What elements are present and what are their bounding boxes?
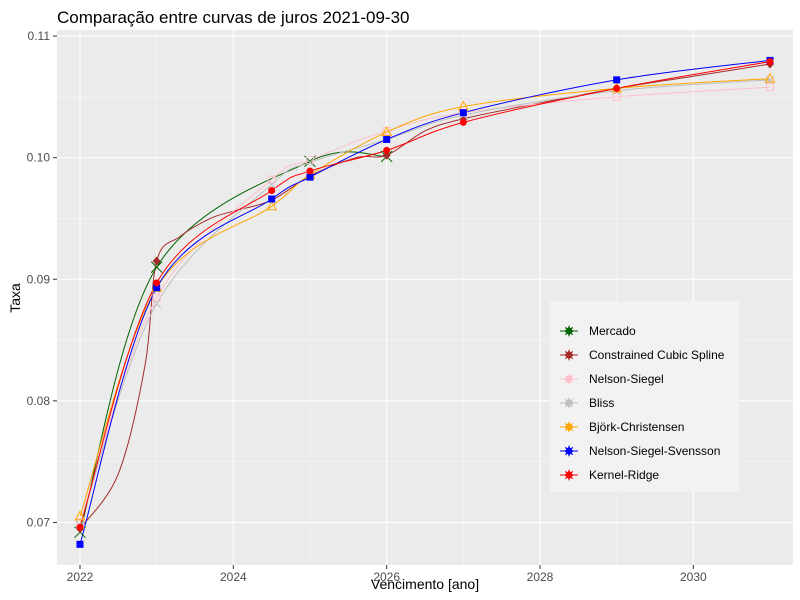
x-tick-label: 2022: [67, 570, 94, 584]
x-tick-label: 2024: [220, 570, 247, 584]
y-tick-label: 0.08: [27, 394, 51, 408]
data-point-nelson-siegel: [306, 156, 314, 165]
data-point-kernel-ridge: [268, 187, 276, 194]
data-point-kernel-ridge: [459, 118, 467, 126]
data-point-kernel-ridge: [613, 84, 621, 92]
data-point-nelson-siegel-svensson: [459, 109, 467, 117]
legend-label: Nelson-Siegel: [589, 372, 664, 386]
x-tick-label: 2028: [527, 570, 554, 584]
legend-key-marker: [563, 397, 575, 409]
y-axis: 0.07 0.08 0.09 0.10 0.11: [27, 29, 57, 529]
legend-item-bj-rk-christensen: Björk-Christensen: [559, 417, 684, 437]
data-point-bj-rk-christensen: [74, 510, 86, 521]
series-line-nelson-siegel: [79, 86, 771, 523]
y-tick-label: 0.11: [28, 29, 51, 43]
legend-label: Bliss: [589, 396, 614, 410]
data-point-nelson-siegel: [152, 293, 161, 302]
series-points: [74, 56, 776, 548]
legend-key-marker: [563, 445, 575, 457]
data-point-bliss: [267, 180, 277, 189]
y-tick-label: 0.10: [27, 151, 51, 165]
legend-box: [550, 301, 739, 492]
data-point-kernel-ridge: [383, 146, 391, 154]
legend-key-marker: [563, 373, 575, 385]
data-point-bj-rk-christensen: [266, 200, 278, 211]
legend-key-marker: [563, 469, 575, 481]
legend-key-marker: [563, 421, 575, 433]
legend-key-marker: [563, 349, 575, 361]
x-axis-label: Vencimento [ano]: [371, 576, 479, 592]
data-point-nelson-siegel: [267, 175, 276, 184]
legend-label: Kernel-Ridge: [589, 468, 659, 482]
x-tick-label: 2026: [373, 570, 400, 584]
chart-title: Comparação entre curvas de juros 2021-09…: [57, 8, 409, 27]
legend-item-nelson-siegel: Nelson-Siegel: [559, 369, 664, 389]
y-tick-label: 0.09: [27, 272, 51, 286]
data-point-bliss: [305, 158, 315, 167]
data-point-nelson-siegel: [766, 83, 774, 92]
y-tick-label: 0.07: [27, 515, 51, 529]
legend-label: Björk-Christensen: [589, 420, 684, 434]
legend: Mercado Constrained Cubic Spline Nelson-Si…: [550, 301, 739, 492]
x-axis: 2022 2024 2026 2028 2030: [67, 565, 707, 584]
data-point-nelson-siegel-svensson: [268, 195, 276, 203]
x-tick-label: 2030: [680, 570, 707, 584]
legend-label: Nelson-Siegel-Svensson: [589, 444, 720, 458]
grid-major: [57, 30, 793, 565]
legend-item-bliss: Bliss: [559, 393, 614, 413]
data-point-nelson-siegel-svensson: [306, 173, 314, 181]
data-point-nelson-siegel-svensson: [383, 135, 391, 143]
legend-item-constrained-cubic-spline: Constrained Cubic Spline: [559, 345, 725, 365]
data-point-nelson-siegel-svensson: [76, 540, 84, 548]
legend-item-kernel-ridge: Kernel-Ridge: [559, 465, 659, 485]
data-point-nelson-siegel-svensson: [153, 284, 161, 292]
legend-item-nelson-siegel-svensson: Nelson-Siegel-Svensson: [559, 441, 720, 461]
data-point-bj-rk-christensen: [381, 126, 393, 137]
legend-key-marker: [563, 325, 575, 337]
legend-item-mercado: Mercado: [559, 321, 636, 341]
y-axis-label: Taxa: [7, 283, 23, 313]
legend-label: Constrained Cubic Spline: [589, 348, 725, 362]
data-point-kernel-ridge: [306, 167, 314, 175]
legend-label: Mercado: [589, 324, 636, 338]
data-point-kernel-ridge: [153, 279, 161, 287]
data-point-constrained-cubic-spline: [152, 256, 161, 266]
data-point-bliss: [152, 299, 162, 308]
series-line-nelson-siegel-svensson: [79, 59, 771, 545]
data-point-kernel-ridge: [76, 523, 84, 531]
data-point-kernel-ridge: [766, 58, 774, 66]
data-point-bj-rk-christensen: [764, 72, 776, 83]
data-point-nelson-siegel: [612, 92, 621, 101]
data-point-mercado: [150, 261, 163, 273]
data-point-nelson-siegel-svensson: [613, 76, 621, 84]
